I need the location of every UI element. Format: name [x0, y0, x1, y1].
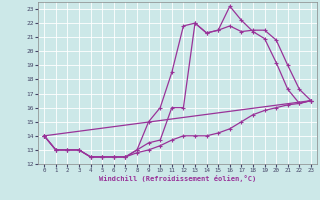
X-axis label: Windchill (Refroidissement éolien,°C): Windchill (Refroidissement éolien,°C) — [99, 175, 256, 182]
